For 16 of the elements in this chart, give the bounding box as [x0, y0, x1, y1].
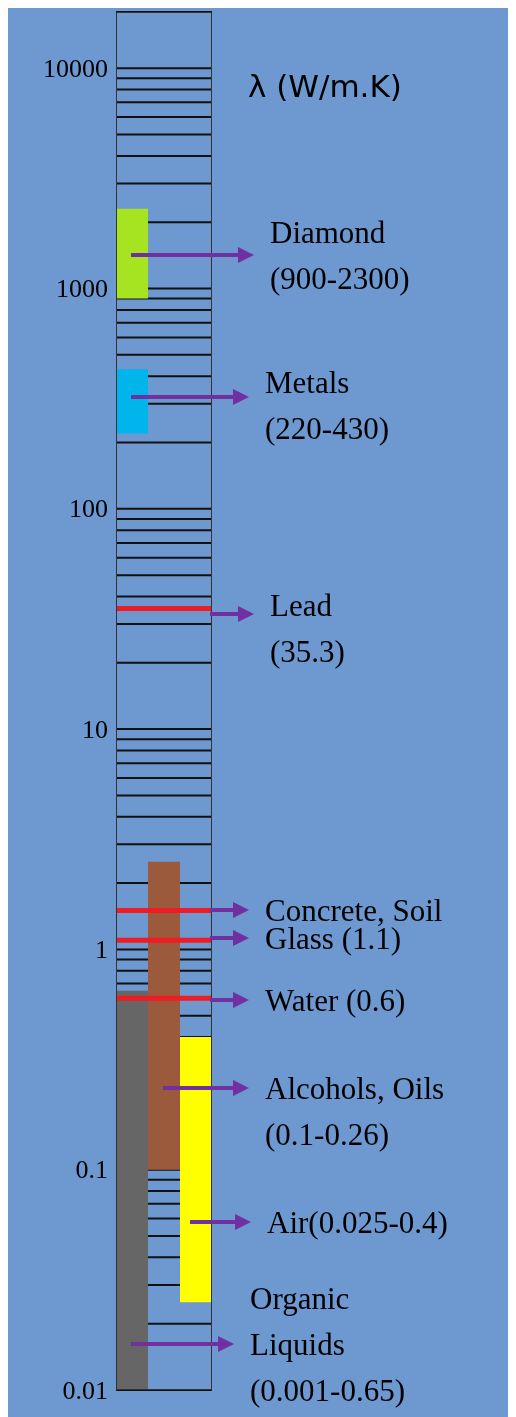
text: Organic Liquids (0.001-0.65): [250, 1280, 405, 1408]
text: Alcohols, Oils (0.1-0.26): [265, 1070, 445, 1152]
y-tick-label: 0.1: [75, 1155, 108, 1185]
y-tick-label: 10: [82, 714, 108, 744]
y-tick-label: 10000: [43, 53, 108, 83]
text: Metals (220-430): [265, 364, 389, 446]
y-axis-title: λ (W/m.K): [248, 68, 402, 104]
text: Air(0.025-0.4): [267, 1204, 448, 1240]
text: Lead (35.3): [270, 587, 345, 669]
y-tick-label: 1000: [56, 274, 108, 304]
y-tick-label: 0.01: [62, 1375, 108, 1405]
bar: [116, 990, 148, 1390]
y-tick-label: 100: [69, 494, 108, 524]
y-tick-label: 1: [95, 934, 108, 964]
text: Water (0.6): [265, 982, 406, 1018]
text: Diamond (900-2300): [270, 214, 410, 296]
